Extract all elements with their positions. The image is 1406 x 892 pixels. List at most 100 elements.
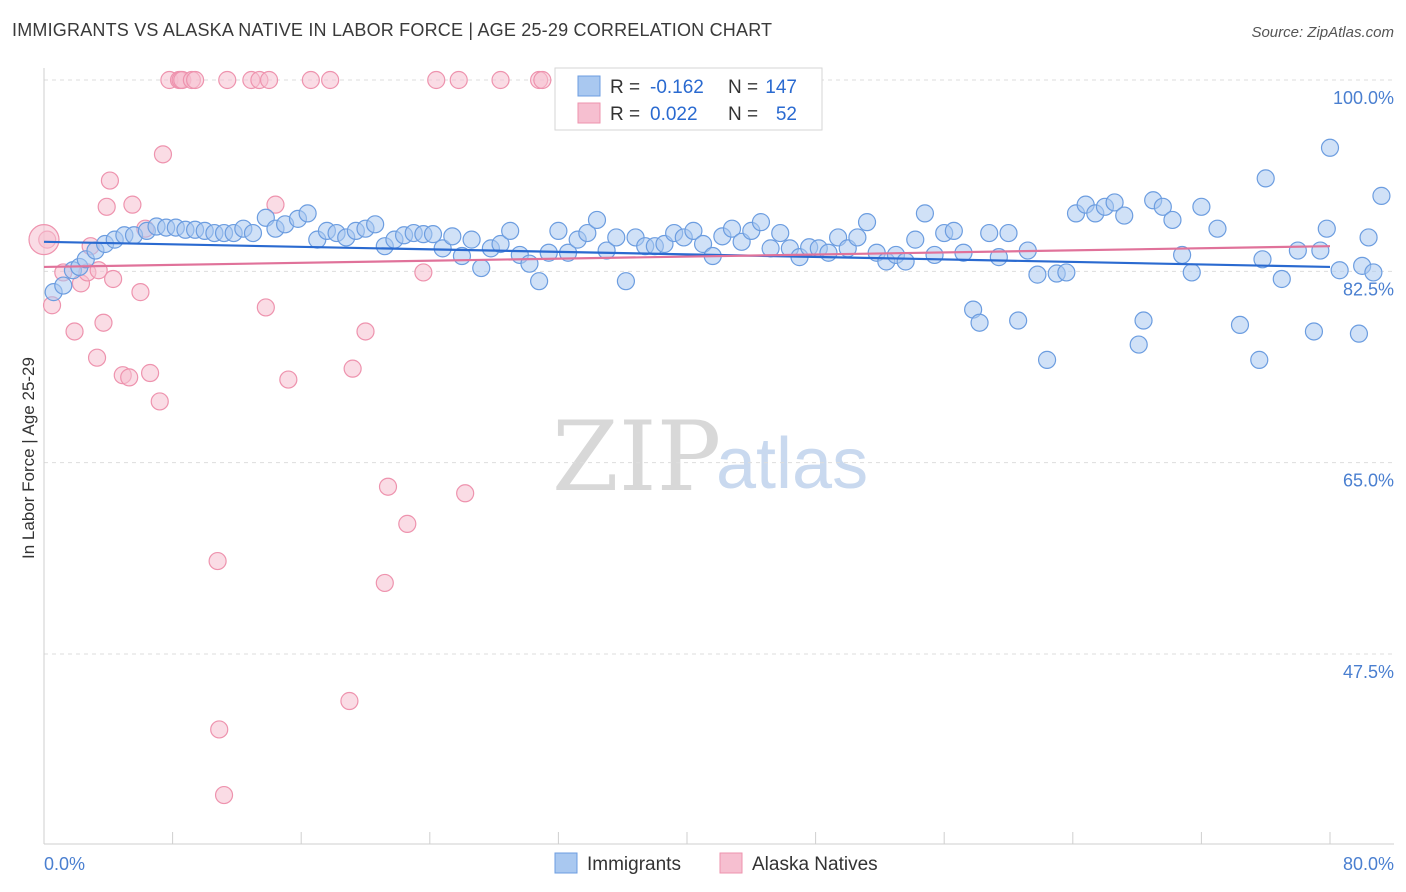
immigrants-point bbox=[366, 215, 385, 234]
immigrants-point bbox=[1253, 250, 1272, 269]
immigrants-point bbox=[970, 313, 989, 332]
alaska-natives-point bbox=[214, 785, 234, 805]
immigrants-point bbox=[819, 243, 838, 262]
immigrants-point bbox=[693, 234, 713, 254]
immigrants-point bbox=[1134, 311, 1153, 330]
immigrants-point bbox=[857, 213, 877, 232]
immigrants-point bbox=[298, 204, 317, 223]
immigrants-point bbox=[1317, 219, 1336, 238]
y-tick-label: 65.0% bbox=[1343, 471, 1394, 491]
immigrants-point bbox=[1057, 263, 1076, 282]
alaska-natives-point bbox=[414, 263, 433, 282]
immigrants-point bbox=[1230, 315, 1250, 335]
immigrants-point bbox=[1192, 197, 1211, 216]
chart-title: IMMIGRANTS VS ALASKA NATIVE IN LABOR FOR… bbox=[12, 20, 773, 40]
watermark: ZIP atlas bbox=[552, 401, 868, 513]
alaska-natives-point bbox=[150, 392, 169, 411]
alaska-natives-point bbox=[456, 484, 475, 503]
immigrants-point bbox=[915, 204, 935, 223]
immigrants-point bbox=[980, 223, 999, 243]
immigrants-point bbox=[616, 272, 636, 291]
immigrants-point bbox=[1105, 193, 1124, 212]
alaska-natives-series bbox=[28, 70, 552, 805]
alaska-natives-point bbox=[256, 298, 275, 317]
bottom-legend-immigrants-swatch bbox=[554, 852, 578, 874]
y-tick-label: 47.5% bbox=[1343, 662, 1394, 682]
alaska-natives-point bbox=[131, 283, 150, 302]
immigrants-point bbox=[896, 252, 915, 271]
alaska-natives-point bbox=[375, 573, 394, 593]
alaska-natives-point bbox=[301, 70, 320, 90]
y-axis-tick-labels: 100.0% 82.5% 65.0% 47.5% bbox=[1333, 88, 1394, 682]
immigrants-point bbox=[684, 221, 703, 240]
immigrants-point bbox=[1250, 350, 1269, 369]
alaska-natives-point bbox=[97, 197, 116, 216]
x-axis-max-label: 80.0% bbox=[1343, 854, 1394, 874]
immigrants-point bbox=[1129, 335, 1148, 354]
alaska-natives-point bbox=[378, 477, 398, 496]
alaska-natives-point bbox=[120, 368, 139, 387]
alaska-natives-point bbox=[210, 720, 229, 739]
immigrants-point bbox=[1182, 263, 1201, 282]
source-label: Source: ZipAtlas.com bbox=[1251, 24, 1394, 41]
immigrants-r-label: R = bbox=[610, 77, 640, 98]
immigrants-point bbox=[1009, 311, 1028, 330]
immigrants-point bbox=[848, 228, 867, 247]
immigrants-point bbox=[1320, 138, 1340, 157]
alaska-natives-point bbox=[449, 70, 468, 90]
immigrants-n-value: 147 bbox=[765, 77, 797, 98]
immigrants-point bbox=[472, 258, 491, 278]
immigrants-point bbox=[1037, 350, 1057, 369]
alaska-natives-point bbox=[218, 70, 237, 90]
y-tick-label: 82.5% bbox=[1343, 279, 1394, 299]
immigrants-point bbox=[587, 210, 607, 230]
immigrants-point bbox=[1272, 269, 1291, 289]
alaska-natives-point bbox=[100, 171, 120, 190]
alaska-natives-point bbox=[87, 348, 107, 367]
alaska-natives-point bbox=[427, 70, 446, 90]
bottom-legend-natives-label: Alaska Natives bbox=[752, 854, 878, 875]
immigrants-point bbox=[1304, 322, 1324, 341]
immigrants-point bbox=[999, 223, 1018, 243]
immigrants-point bbox=[1359, 228, 1378, 247]
immigrants-point bbox=[462, 230, 481, 249]
immigrants-r-value: -0.162 bbox=[650, 77, 704, 98]
immigrants-point bbox=[751, 213, 771, 232]
watermark-zip: ZIP bbox=[552, 401, 721, 513]
immigrants-point bbox=[944, 221, 963, 240]
alaska-natives-point bbox=[356, 322, 375, 341]
immigrants-point bbox=[1208, 219, 1227, 238]
immigrants-point bbox=[722, 219, 742, 238]
immigrants-point bbox=[1372, 186, 1391, 205]
alaska-natives-r-label: R = bbox=[610, 104, 640, 125]
alaska-natives-point bbox=[491, 70, 510, 90]
immigrants-point bbox=[491, 234, 510, 254]
x-axis-min-label: 0.0% bbox=[44, 854, 85, 874]
x-axis-ticks bbox=[172, 832, 1331, 844]
alaska-natives-n-value: 52 bbox=[776, 104, 797, 125]
alaska-natives-point bbox=[65, 322, 84, 341]
stats-legend: R = -0.162 N = 147 R = 0.022 N = 52 bbox=[554, 67, 823, 131]
alaska-natives-swatch bbox=[577, 102, 601, 124]
alaska-natives-point bbox=[94, 313, 113, 332]
immigrants-point bbox=[1288, 241, 1307, 260]
watermark-atlas: atlas bbox=[716, 424, 868, 504]
y-axis-title: In Labor Force | Age 25-29 bbox=[19, 357, 38, 559]
immigrants-point bbox=[443, 227, 462, 246]
immigrants-point bbox=[520, 254, 539, 273]
bottom-legend-immigrants-label: Immigrants bbox=[587, 854, 681, 875]
immigrants-n-label: N = bbox=[728, 77, 758, 98]
alaska-natives-n-label: N = bbox=[728, 104, 758, 125]
alaska-natives-point bbox=[259, 70, 279, 90]
alaska-natives-point bbox=[153, 145, 173, 164]
immigrants-point bbox=[501, 221, 520, 240]
y-tick-label: 100.0% bbox=[1333, 88, 1394, 108]
immigrants-point bbox=[1115, 206, 1134, 225]
immigrants-point bbox=[906, 230, 925, 249]
immigrants-point bbox=[243, 223, 263, 243]
immigrants-point bbox=[549, 221, 568, 240]
alaska-natives-point bbox=[340, 691, 359, 711]
immigrants-point bbox=[1153, 197, 1172, 216]
immigrants-point bbox=[925, 245, 944, 265]
